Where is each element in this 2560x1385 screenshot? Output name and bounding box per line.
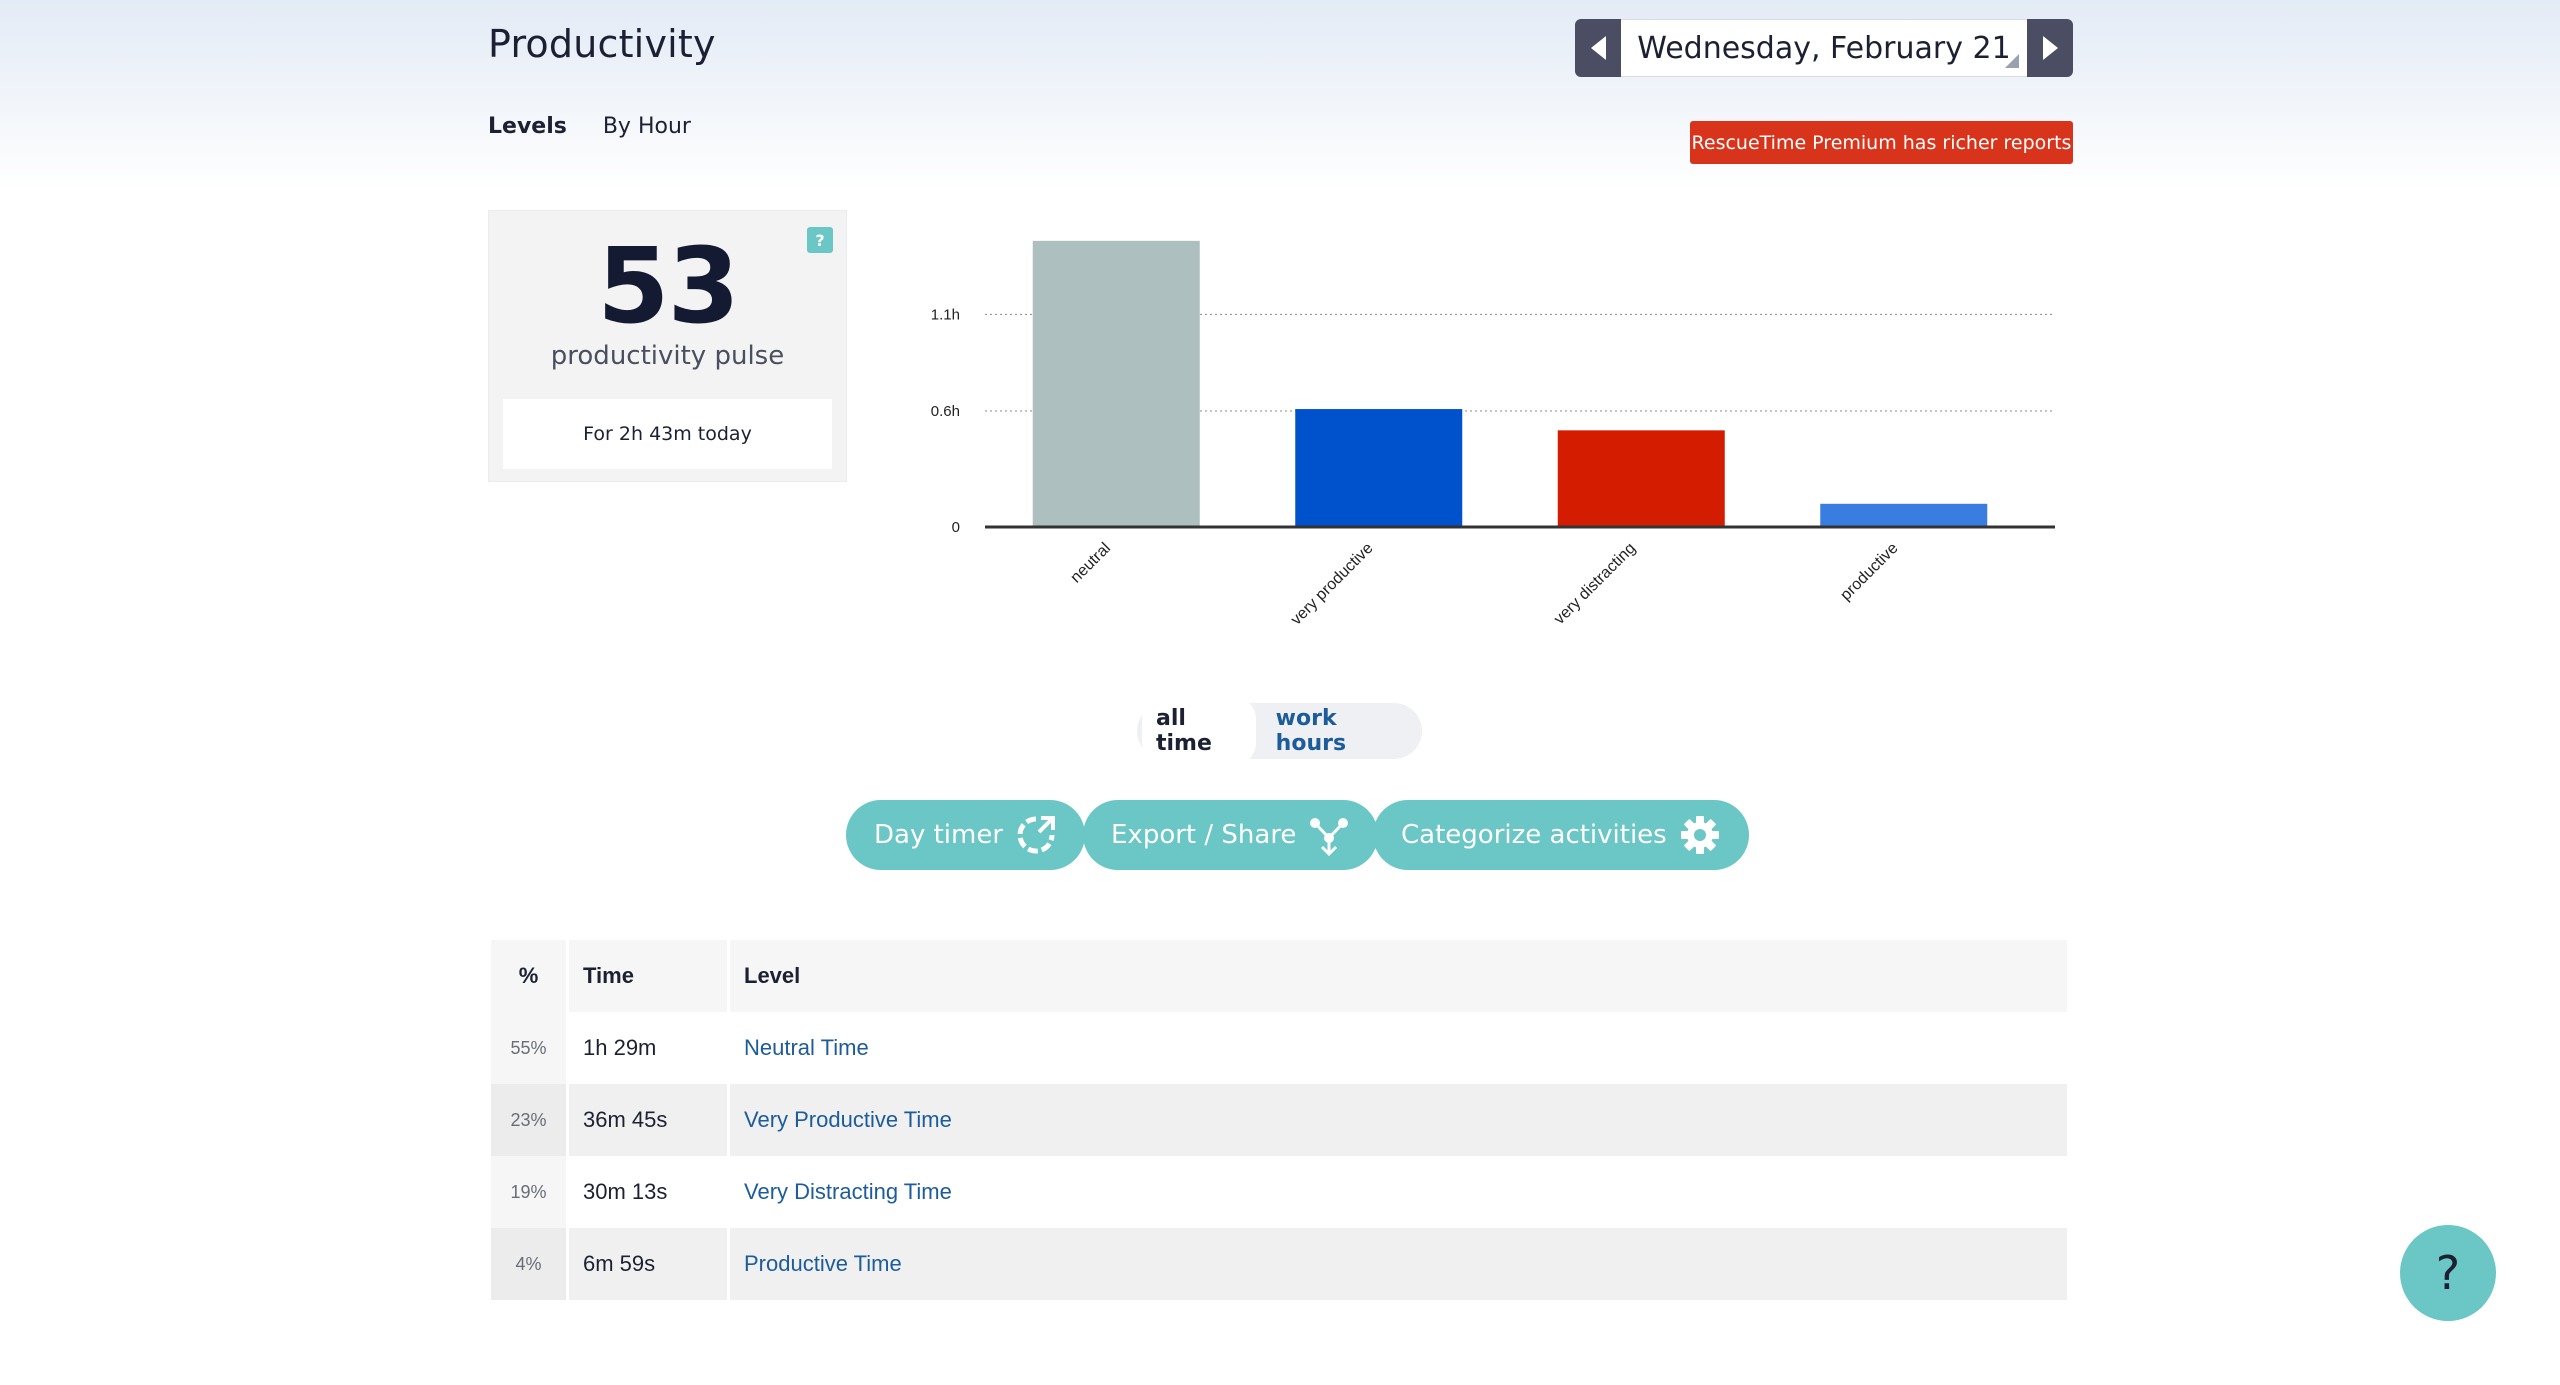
day-timer-label: Day timer — [874, 820, 1004, 850]
pulse-duration: For 2h 43m today — [503, 399, 832, 469]
page-title: Productivity — [488, 22, 716, 66]
row-percent: 19% — [491, 1156, 566, 1228]
pulse-score: 53 — [597, 225, 740, 347]
row-time: 6m 59s — [569, 1228, 727, 1300]
pulse-label: productivity pulse — [550, 341, 785, 371]
row-time: 1h 29m — [583, 1035, 657, 1060]
export-share-label: Export / Share — [1111, 820, 1297, 850]
chart-xtick-label: very productive — [1288, 540, 1377, 629]
level-link-productive[interactable]: Productive Time — [744, 1251, 902, 1276]
report-tabs: Levels By Hour — [488, 114, 691, 139]
chart-bar — [1557, 430, 1725, 527]
categorize-activities-button[interactable]: Categorize activities — [1373, 800, 1749, 870]
date-navigator: Wednesday, February 21 — [1575, 19, 2073, 77]
table-header-row: % Time Level — [491, 940, 2067, 1012]
chart-xtick-label: very distracting — [1551, 540, 1639, 628]
current-date: Wednesday, February 21 — [1637, 30, 2011, 66]
productivity-bar-chart: 0 0.6h 1.1h neutral very productive very dist… — [931, 240, 2055, 629]
toggle-all-time[interactable]: all time — [1142, 697, 1256, 765]
resize-corner-icon — [2005, 54, 2019, 68]
tab-by-hour[interactable]: By Hour — [602, 114, 691, 139]
row-percent: 23% — [491, 1084, 566, 1156]
pulse-help-button[interactable]: ? — [807, 227, 833, 253]
categorize-label: Categorize activities — [1401, 820, 1667, 850]
day-timer-button[interactable]: Day timer — [846, 800, 1086, 870]
chart-bar — [1820, 503, 1988, 527]
chart-ytick-label: 0 — [952, 519, 960, 536]
row-time: 30m 13s — [583, 1179, 668, 1204]
chart-xtick-label: neutral — [1067, 540, 1114, 587]
time-range-toggle: all time work hours — [1137, 697, 1422, 765]
column-header-time[interactable]: Time — [569, 940, 727, 1012]
column-header-level[interactable]: Level — [730, 940, 2067, 1012]
level-link-very-distracting[interactable]: Very Distracting Time — [744, 1179, 952, 1204]
next-day-button[interactable] — [2027, 19, 2073, 77]
column-header-percent[interactable]: % — [491, 940, 566, 1012]
premium-reports-button[interactable]: RescueTime Premium has richer reports — [1690, 121, 2073, 164]
table-row: 23% 36m 45s Very Productive Time — [491, 1084, 2067, 1156]
arrow-right-icon — [2042, 36, 2058, 60]
table-row: 55% 1h 29m Neutral Time — [491, 1012, 2067, 1084]
chart-ytick-label: 1.1h — [931, 306, 960, 323]
chart-bar — [1032, 240, 1200, 527]
chart-xtick-label: productive — [1837, 540, 1901, 604]
table-row: 4% 6m 59s Productive Time — [491, 1228, 2067, 1300]
refresh-icon — [1015, 814, 1057, 856]
toggle-work-hours[interactable]: work hours — [1275, 706, 1347, 756]
date-picker[interactable]: Wednesday, February 21 — [1621, 19, 2027, 77]
export-share-button[interactable]: Export / Share — [1083, 800, 1379, 870]
share-icon — [1308, 814, 1350, 856]
chart-bar — [1295, 409, 1463, 527]
productivity-pulse-card: ? 53 productivity pulse For 2h 43m today — [488, 210, 847, 482]
level-link-neutral[interactable]: Neutral Time — [744, 1035, 869, 1060]
table-row: 19% 30m 13s Very Distracting Time — [491, 1156, 2067, 1228]
row-time: 36m 45s — [569, 1084, 727, 1156]
chart-ytick-label: 0.6h — [931, 403, 960, 420]
arrow-left-icon — [1590, 36, 1606, 60]
levels-table: % Time Level 55% 1h 29m Neutral Time 23%… — [488, 940, 2070, 1300]
row-percent: 4% — [491, 1228, 566, 1300]
tab-levels[interactable]: Levels — [488, 114, 567, 139]
gear-icon — [1679, 814, 1721, 856]
level-link-very-productive[interactable]: Very Productive Time — [744, 1107, 952, 1132]
help-button[interactable]: ? — [2400, 1225, 2496, 1321]
previous-day-button[interactable] — [1575, 19, 1621, 77]
row-percent: 55% — [491, 1012, 566, 1084]
